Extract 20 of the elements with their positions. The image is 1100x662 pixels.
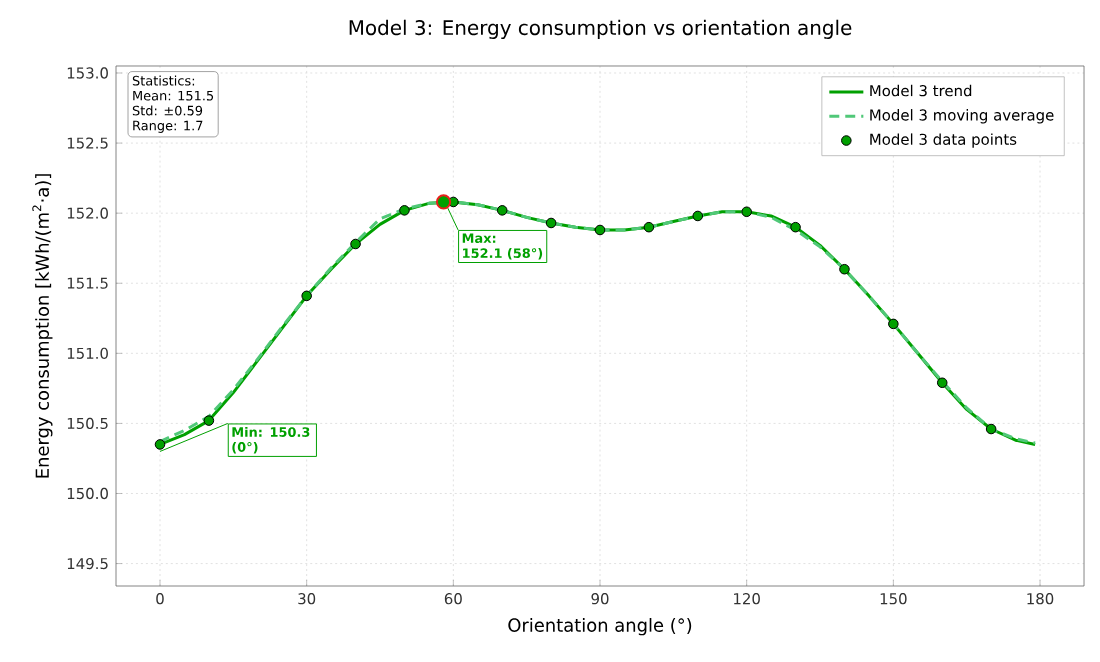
point bbox=[985, 423, 997, 435]
point bbox=[496, 205, 508, 216]
point bbox=[435, 194, 452, 210]
y-axis-title: Energy consumption [kWh/(m$^{2}$·a)] bbox=[32, 174, 53, 478]
point bbox=[741, 206, 752, 218]
point bbox=[594, 224, 606, 236]
point bbox=[350, 238, 361, 250]
point bbox=[936, 377, 948, 389]
point bbox=[203, 415, 215, 426]
point bbox=[154, 439, 166, 450]
point bbox=[790, 221, 801, 233]
point bbox=[643, 221, 655, 233]
point bbox=[545, 217, 557, 229]
point bbox=[301, 290, 312, 302]
chart-title: Model 3: Energy consumption vs orientation angle bbox=[349, 19, 852, 40]
point bbox=[692, 210, 704, 222]
point bbox=[399, 205, 410, 216]
point bbox=[888, 318, 899, 330]
point bbox=[839, 263, 850, 275]
x-axis-title: Orientation angle (°) bbox=[508, 618, 692, 636]
